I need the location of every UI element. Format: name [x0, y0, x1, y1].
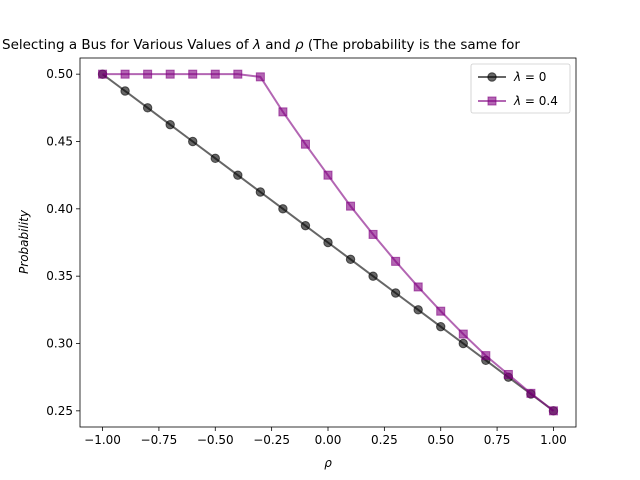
x-tick-label: 0.25 [371, 433, 398, 447]
series-layer [97, 69, 559, 416]
y-tick-label: 0.50 [46, 67, 73, 81]
legend-label-1-sym: λ [513, 94, 521, 108]
series-0-point [368, 271, 378, 281]
series-1-point [210, 69, 220, 79]
series-1-point [458, 329, 468, 339]
series-1-point [391, 256, 401, 266]
y-axis: 0.25 0.30 0.35 0.40 0.45 0.50 [46, 67, 80, 418]
series-1-point [503, 369, 513, 379]
x-tick-label: −0.50 [197, 433, 234, 447]
series-0-point [413, 305, 423, 315]
x-tick-label: −0.75 [141, 433, 178, 447]
series-1-point [233, 69, 243, 79]
series-1-point [278, 107, 288, 117]
series-1-point [188, 69, 198, 79]
series-0-point [345, 254, 356, 265]
x-tick-label: −0.25 [253, 433, 290, 447]
series-0-point [142, 103, 153, 113]
series-1-point [323, 170, 333, 180]
series-0-point [300, 220, 311, 231]
y-tick-label: 0.40 [46, 202, 73, 216]
series-0-point [255, 187, 266, 197]
y-tick-label: 0.35 [46, 269, 73, 283]
legend-label-0-rest: = 0 [521, 70, 546, 84]
x-axis-label: ρ [324, 456, 332, 470]
x-tick-label: 1.00 [540, 433, 567, 447]
x-axis: −1.00 −0.75 −0.50 −0.25 0.00 0.25 0.50 0.75 1.00 [84, 427, 567, 447]
series-1-point [436, 306, 446, 316]
legend-label-1: λ = 0.4 [513, 94, 558, 108]
series-1-point [368, 229, 378, 239]
legend-marker-0 [487, 72, 497, 82]
series-0-point [390, 288, 401, 298]
y-tick-label: 0.25 [46, 404, 73, 418]
series-1-point [98, 69, 108, 79]
chart-title: Selecting a Bus for Various Values of λ … [2, 37, 520, 53]
series-0-point [210, 153, 220, 164]
series-1-point [481, 351, 491, 361]
series-1-point [413, 282, 423, 292]
series-0-point [188, 136, 198, 147]
series-0-point [278, 204, 288, 214]
x-tick-label: −1.00 [84, 433, 121, 447]
series-1-point [255, 72, 265, 82]
legend-label-0-sym: λ [513, 70, 521, 84]
legend-marker-1 [487, 96, 497, 106]
x-tick-label: 0.75 [484, 433, 511, 447]
series-1-point [143, 69, 153, 79]
title-part-1: Selecting a Bus for Various Values of [2, 37, 253, 53]
series-1-point [165, 69, 175, 79]
series-1-point [346, 201, 356, 211]
title-part-2: and [261, 37, 295, 53]
legend-label-0: λ = 0 [513, 70, 546, 84]
title-part-3: (The probability is the same for [304, 37, 521, 53]
y-tick-label: 0.45 [46, 134, 73, 148]
series-1-point [548, 406, 558, 416]
series-0-point [436, 321, 446, 332]
series-0-point [233, 170, 243, 180]
series-1-point [526, 388, 536, 398]
x-tick-label: 0.50 [427, 433, 454, 447]
title-rho: ρ [295, 37, 304, 53]
series-1-point [120, 69, 130, 79]
legend-label-1-rest: = 0.4 [521, 94, 558, 108]
series-0-point [458, 338, 468, 349]
series-0-point [165, 119, 175, 130]
y-axis-label: Probability [17, 209, 31, 274]
series-1-point [300, 139, 310, 149]
legend: λ = 0 λ = 0.4 [470, 63, 571, 114]
x-tick-label: 0.00 [315, 433, 342, 447]
y-tick-label: 0.30 [46, 337, 73, 351]
series-0-point [120, 86, 130, 96]
title-lambda: λ [252, 37, 261, 53]
series-0-point [323, 237, 333, 248]
